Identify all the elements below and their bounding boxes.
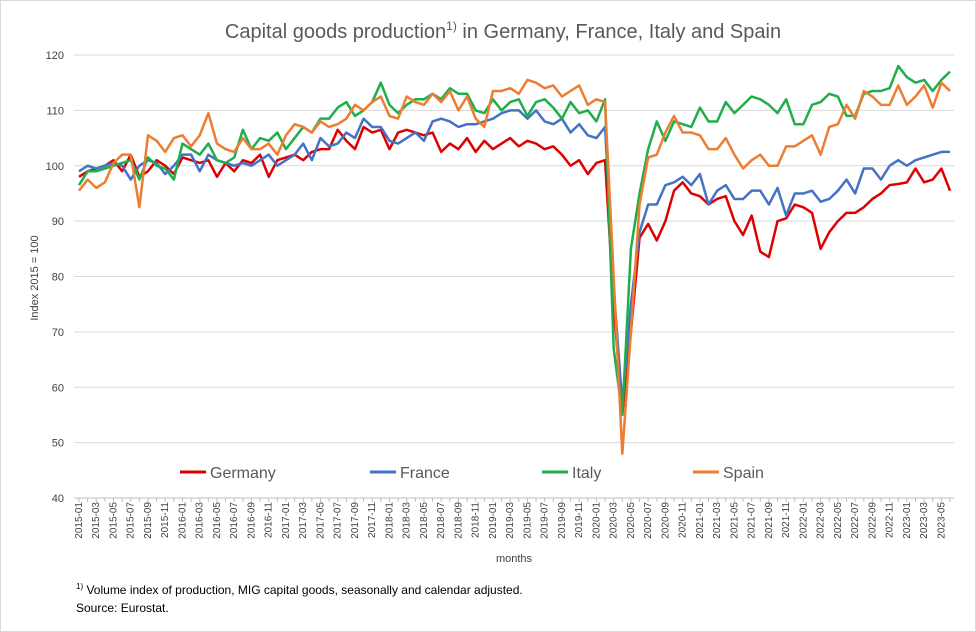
x-tick-label: 2017-07: [333, 502, 344, 539]
y-tick-label: 120: [46, 50, 64, 62]
x-tick-label: 2022-11: [885, 502, 896, 538]
x-tick-label: 2019-03: [505, 502, 516, 539]
x-tick-label: 2021-05: [729, 502, 740, 539]
title-main: Capital goods production: [225, 21, 446, 43]
footnote: 1) Volume index of production, MIG capit…: [76, 582, 523, 597]
y-tick-label: 110: [46, 105, 64, 117]
x-tick-label: 2016-09: [246, 502, 257, 539]
x-tick-label: 2019-11: [574, 502, 585, 538]
legend-label: Germany: [210, 465, 276, 482]
x-tick-label: 2020-05: [626, 502, 637, 539]
y-axis-label: Index 2015 = 100: [29, 235, 41, 320]
x-tick-label: 2015-11: [160, 502, 171, 538]
x-tick-label: 2022-09: [867, 502, 878, 539]
x-tick-label: 2017-09: [350, 502, 361, 539]
y-tick-label: 90: [52, 216, 64, 228]
legend-label: Italy: [572, 465, 601, 482]
x-tick-label: 2018-07: [436, 502, 447, 539]
y-tick-label: 80: [52, 272, 64, 284]
x-tick-label: 2016-03: [195, 502, 206, 539]
x-tick-label: 2017-03: [298, 502, 309, 539]
x-tick-label: 2018-05: [419, 502, 430, 539]
x-tick-label: 2019-09: [557, 502, 568, 539]
x-tick-label: 2019-05: [522, 502, 533, 539]
footnote-text: Volume index of production, MIG capital …: [83, 583, 523, 597]
x-tick-label: 2017-05: [315, 502, 326, 539]
x-tick-label: 2021-03: [712, 502, 723, 539]
x-tick-label: 2015-05: [108, 502, 119, 539]
title-rest: in Germany, France, Italy and Spain: [457, 21, 781, 43]
x-tick-label: 2022-01: [798, 502, 809, 539]
x-tick-label: 2015-03: [91, 502, 102, 539]
chart-title: Capital goods production1) in Germany, F…: [225, 19, 781, 43]
series-line: [77, 64, 951, 417]
y-tick-label: 70: [52, 327, 64, 339]
x-tick-label: 2023-01: [902, 502, 913, 539]
y-tick-label: 60: [52, 382, 64, 394]
x-tick-label: 2016-01: [177, 502, 188, 539]
x-tick-label: 2018-11: [471, 502, 482, 538]
x-tick-label: 2021-01: [695, 502, 706, 539]
x-tick-label: 2022-03: [816, 502, 827, 539]
x-tick-label: 2018-09: [453, 502, 464, 539]
y-tick-label: 50: [52, 438, 64, 450]
series-line: [78, 78, 951, 455]
series-line: [78, 125, 952, 417]
y-tick-label: 100: [46, 161, 64, 173]
footnote-superscript: 1): [76, 582, 83, 591]
x-tick-label: 2019-07: [540, 502, 551, 539]
x-tick-label: 2017-01: [281, 502, 292, 539]
x-tick-label: 2021-07: [747, 502, 758, 539]
x-tick-label: 2020-01: [591, 502, 602, 539]
x-tick-label: 2021-11: [781, 502, 792, 538]
x-tick-label: 2020-03: [609, 502, 620, 539]
y-tick-label: 40: [52, 493, 64, 505]
x-tick-label: 2016-05: [212, 502, 223, 539]
x-tick-label: 2015-09: [143, 502, 154, 539]
x-tick-label: 2020-11: [678, 502, 689, 538]
legend-label: France: [400, 465, 450, 482]
x-tick-label: 2022-05: [833, 502, 844, 539]
x-tick-label: 2022-07: [850, 502, 861, 539]
x-tick-label: 2018-01: [384, 502, 395, 539]
x-axis-label: months: [496, 553, 533, 565]
x-tick-label: 2018-03: [402, 502, 413, 539]
x-tick-label: 2019-01: [488, 502, 499, 539]
x-tick-label: 2023-05: [936, 502, 947, 539]
x-tick-label: 2023-03: [919, 502, 930, 539]
source: Source: Eurostat.: [76, 601, 169, 615]
x-tick-label: 2020-09: [660, 502, 671, 539]
x-tick-label: 2020-07: [643, 502, 654, 539]
x-tick-label: 2017-11: [367, 502, 378, 538]
title-superscript: 1): [446, 19, 457, 33]
x-tick-label: 2015-01: [74, 502, 85, 539]
x-tick-label: 2021-09: [764, 502, 775, 539]
x-tick-label: 2015-07: [126, 502, 137, 539]
x-tick-label: 2016-11: [264, 502, 275, 538]
x-tick-label: 2016-07: [229, 502, 240, 539]
legend-label: Spain: [723, 465, 764, 482]
